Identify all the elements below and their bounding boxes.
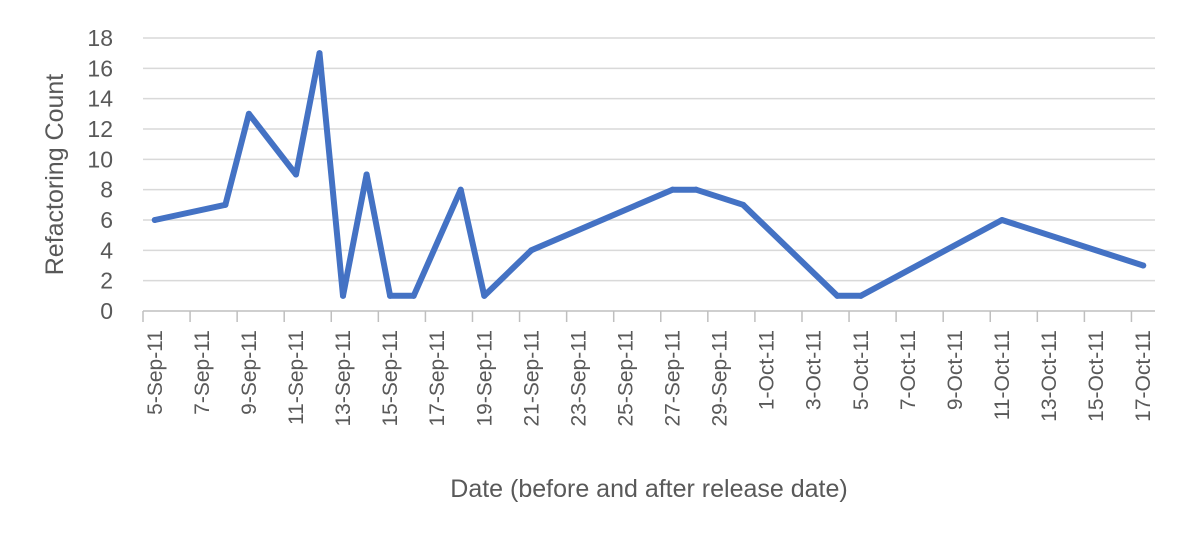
x-tick-label: 13-Sep-11 (332, 330, 355, 427)
x-tick-label: 27-Sep-11 (662, 330, 685, 427)
data-point (740, 201, 747, 208)
x-tick-label: 7-Oct-11 (897, 330, 920, 410)
x-tick-label: 3-Oct-11 (803, 330, 826, 410)
x-tick-label: 15-Oct-11 (1085, 330, 1108, 422)
gridlines (143, 37, 1155, 282)
data-point (669, 186, 676, 193)
y-tick-label: 16 (87, 55, 113, 81)
data-point (151, 217, 158, 223)
x-tick-label: 19-Sep-11 (473, 330, 496, 427)
y-axis-title: Refactoring Count (41, 74, 69, 276)
x-tick-label: 21-Sep-11 (520, 330, 543, 427)
data-point (834, 292, 841, 299)
data-point (410, 292, 417, 299)
x-tick-label: 5-Oct-11 (850, 330, 873, 410)
data-point (481, 292, 488, 299)
data-point (363, 171, 370, 178)
data-point (528, 247, 535, 254)
x-tick-label: 11-Oct-11 (991, 330, 1014, 420)
series-layer (151, 50, 1147, 299)
x-tick-label: 13-Oct-11 (1038, 330, 1061, 422)
data-point (999, 217, 1006, 223)
data-point (292, 171, 299, 178)
x-tick-label: 9-Sep-11 (238, 330, 261, 415)
x-tick-label: 1-Oct-11 (756, 330, 779, 410)
y-tick-label: 8 (100, 177, 113, 203)
y-tick-label: 14 (87, 86, 113, 112)
x-tick-label: 5-Sep-11 (144, 330, 167, 415)
y-axis-ticks: 0 2 4 6 8 10 12 14 16 18 (87, 25, 113, 324)
x-tick-label: 15-Sep-11 (379, 330, 402, 427)
data-point (1140, 262, 1147, 269)
data-point (340, 292, 347, 299)
x-tick-label: 17-Sep-11 (426, 330, 449, 427)
data-point (693, 186, 700, 193)
data-point (245, 110, 252, 117)
x-tick-label: 7-Sep-11 (191, 330, 214, 415)
data-point (387, 292, 394, 299)
series-line-0 (151, 50, 1147, 299)
x-tick-label: 17-Oct-11 (1132, 330, 1155, 422)
x-axis-title: Date (before and after release date) (450, 475, 847, 503)
data-point (222, 201, 229, 208)
y-tick-label: 12 (87, 116, 113, 142)
y-tick-label: 6 (100, 207, 113, 233)
y-tick-label: 0 (100, 298, 113, 324)
x-tick-label: 11-Sep-11 (285, 330, 308, 425)
x-tick-label: 29-Sep-11 (709, 330, 732, 427)
y-tick-label: 4 (100, 237, 113, 263)
y-tick-label: 10 (87, 146, 113, 172)
y-tick-label: 2 (100, 268, 113, 294)
y-tick-label: 18 (87, 25, 113, 51)
data-point (857, 292, 864, 299)
x-tick-label: 9-Oct-11 (944, 330, 967, 410)
data-point (457, 186, 464, 193)
x-axis-ticks: 5-Sep-11 7-Sep-11 9-Sep-11 11-Sep-11 13-Sep-… (142, 311, 1155, 427)
x-tick-label: 25-Sep-11 (614, 330, 637, 427)
data-point (316, 50, 323, 57)
x-tick-label: 23-Sep-11 (567, 330, 590, 427)
